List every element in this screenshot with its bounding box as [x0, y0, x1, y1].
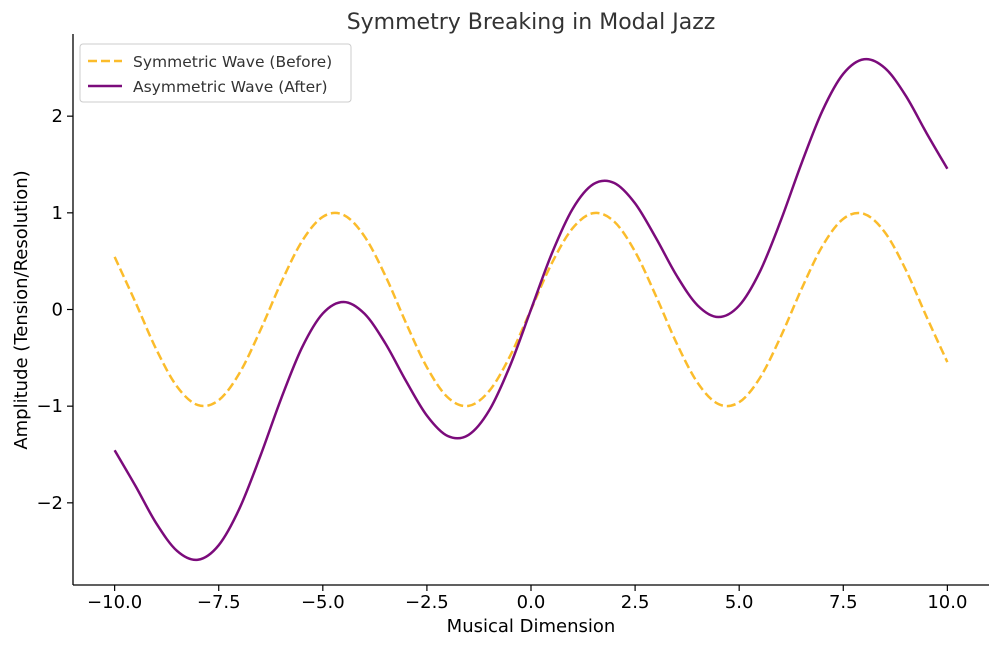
x-tick-label: 10.0 [927, 592, 967, 613]
y-tick-label: 2 [52, 106, 63, 127]
x-tick-label: −7.5 [197, 592, 241, 613]
x-tick-label: −2.5 [405, 592, 449, 613]
y-tick-label: −2 [36, 493, 63, 514]
y-axis-label: Amplitude (Tension/Resolution) [11, 170, 32, 449]
chart-title: Symmetry Breaking in Modal Jazz [347, 10, 716, 35]
x-tick-label: −10.0 [87, 592, 142, 613]
legend-label-asymmetric: Asymmetric Wave (After) [133, 78, 328, 96]
x-tick-label: 5.0 [725, 592, 754, 613]
y-tick-label: 0 [52, 300, 63, 321]
legend-label-symmetric: Symmetric Wave (Before) [133, 53, 332, 71]
x-tick-label: 0.0 [517, 592, 546, 613]
legend-frame [79, 43, 352, 103]
x-tick-label: −5.0 [301, 592, 345, 613]
y-tick-label: −1 [36, 396, 63, 417]
legend: Symmetric Wave (Before) Asymmetric Wave … [79, 43, 352, 103]
x-tick-label: 2.5 [621, 592, 650, 613]
plot-area [113, 57, 949, 562]
y-tick-label: 1 [52, 203, 63, 224]
series-line-asymmetric [113, 57, 949, 562]
x-axis-ticks: −10.0 −7.5 −5.0 −2.5 0.0 2.5 5.0 7.5 10.0 [87, 585, 967, 613]
x-tick-label: 7.5 [829, 592, 858, 613]
y-axis-ticks: −2 −1 0 1 2 [36, 106, 73, 514]
x-axis-label: Musical Dimension [447, 616, 616, 637]
